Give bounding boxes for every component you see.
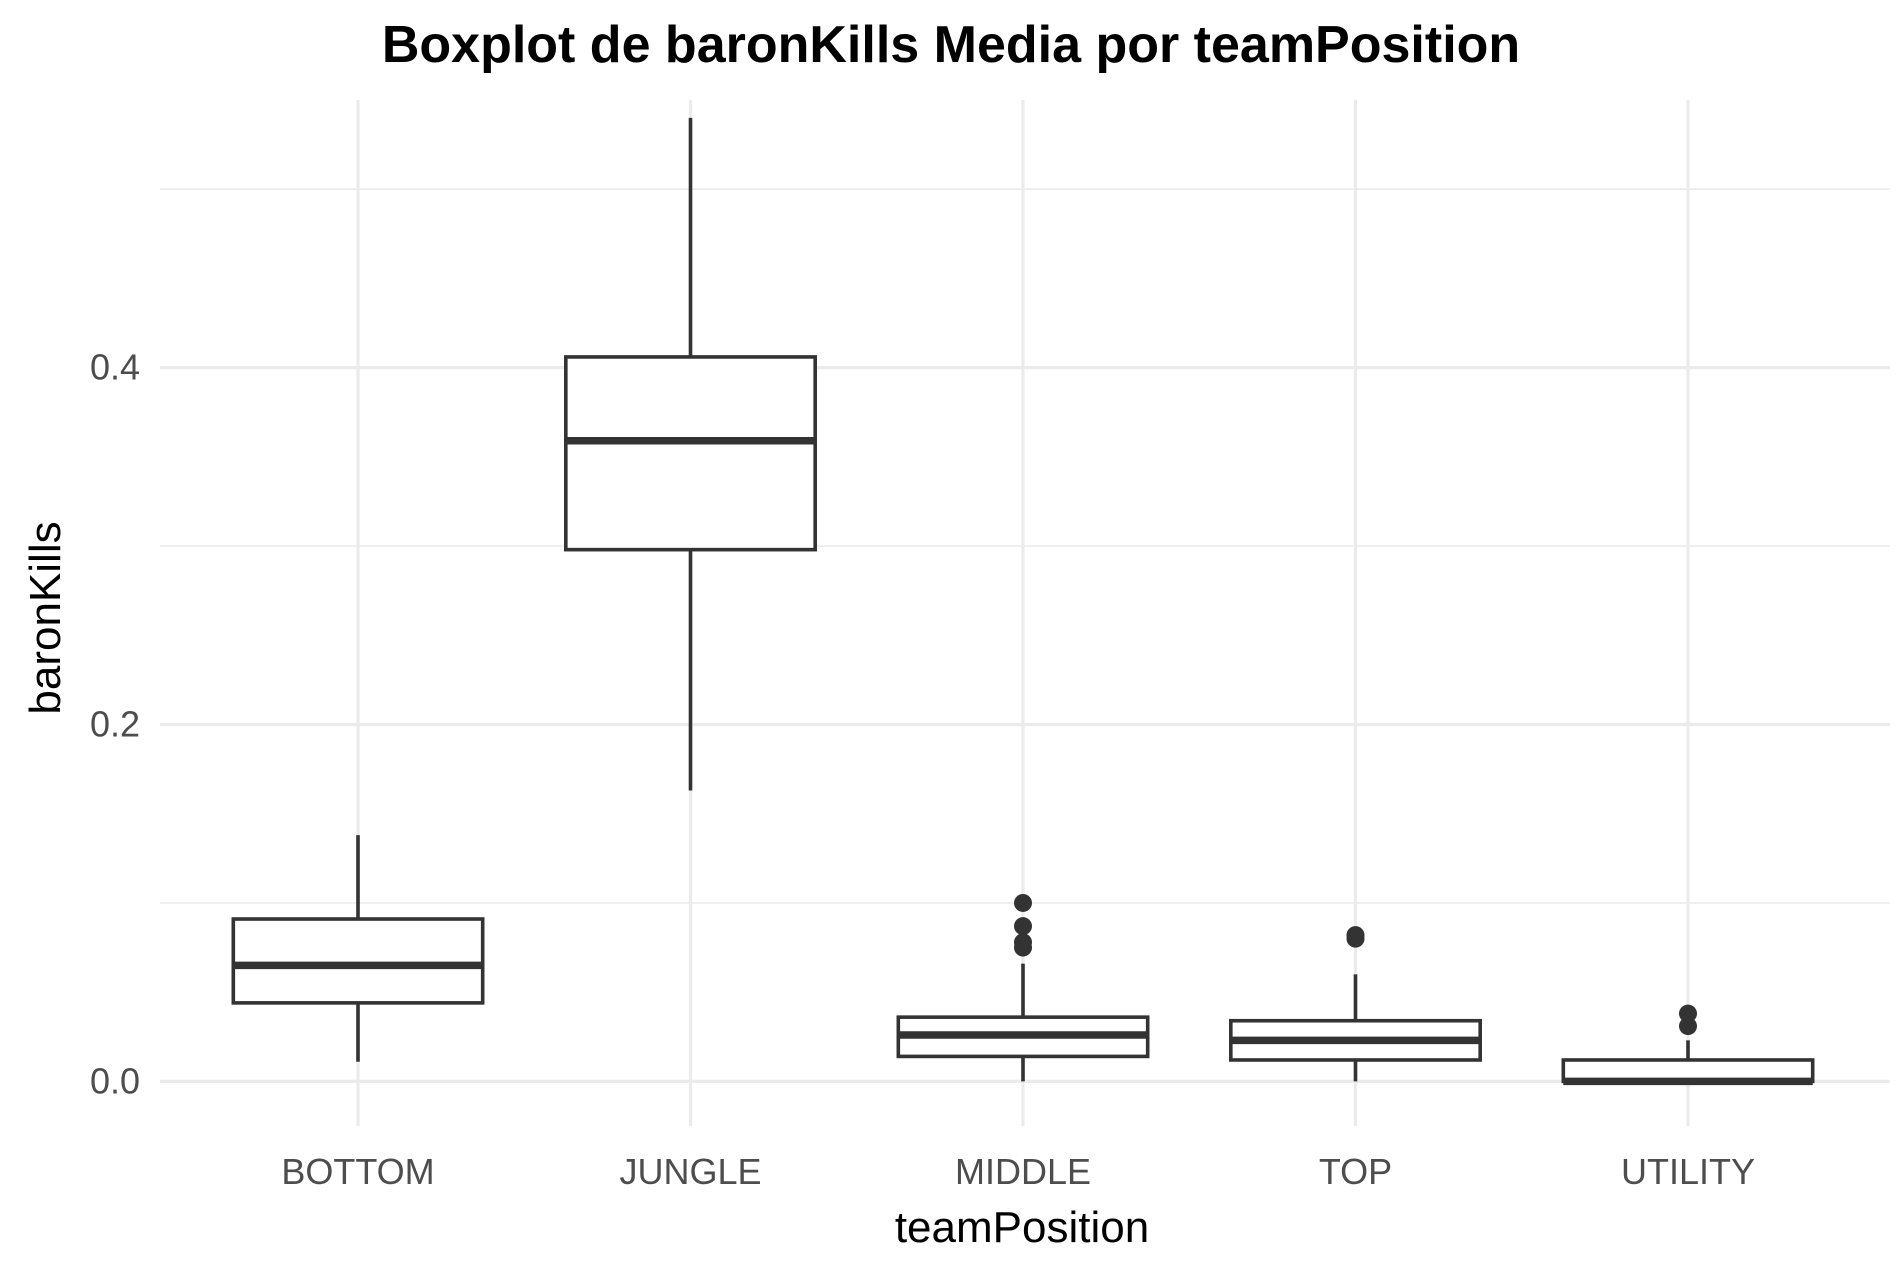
y-tick-label: 0.2 <box>90 704 140 745</box>
box-group-middle <box>896 893 1150 1082</box>
y-axis-title: baronKills <box>21 521 70 714</box>
box-group-bottom <box>231 835 485 1062</box>
x-axis-title: teamPosition <box>895 1203 1149 1252</box>
box-layer <box>231 117 1815 1086</box>
outlier-point <box>1679 1017 1697 1036</box>
box-group-utility <box>1561 1004 1815 1086</box>
outlier-point <box>1346 926 1365 945</box>
outlier-point <box>1014 917 1032 936</box>
box-group-jungle <box>564 117 817 791</box>
outlier-point <box>1679 1004 1697 1023</box>
box-iqr <box>564 355 817 552</box>
x-tick-label: BOTTOM <box>281 1151 434 1192</box>
x-tick-label: JUNGLE <box>619 1151 761 1192</box>
y-tick-label: 0.4 <box>90 347 140 388</box>
chart-title: Boxplot de baronKills Media por teamPosi… <box>382 16 1520 74</box>
outlier-point <box>1014 933 1032 952</box>
y-tick-label: 0.0 <box>90 1060 140 1101</box>
axis-layer: 0.0 0.2 0.4 BOTTOM JUNGLE MIDDLE TOP UTILITY <box>90 347 1755 1192</box>
grid-layer <box>160 100 1890 1126</box>
x-tick-label: TOP <box>1319 1151 1392 1192</box>
x-tick-label: UTILITY <box>1621 1151 1755 1192</box>
box-iqr <box>231 917 485 1005</box>
x-tick-label: MIDDLE <box>955 1151 1091 1192</box>
outlier-point <box>1014 893 1032 912</box>
box-group-top <box>1229 926 1482 1082</box>
